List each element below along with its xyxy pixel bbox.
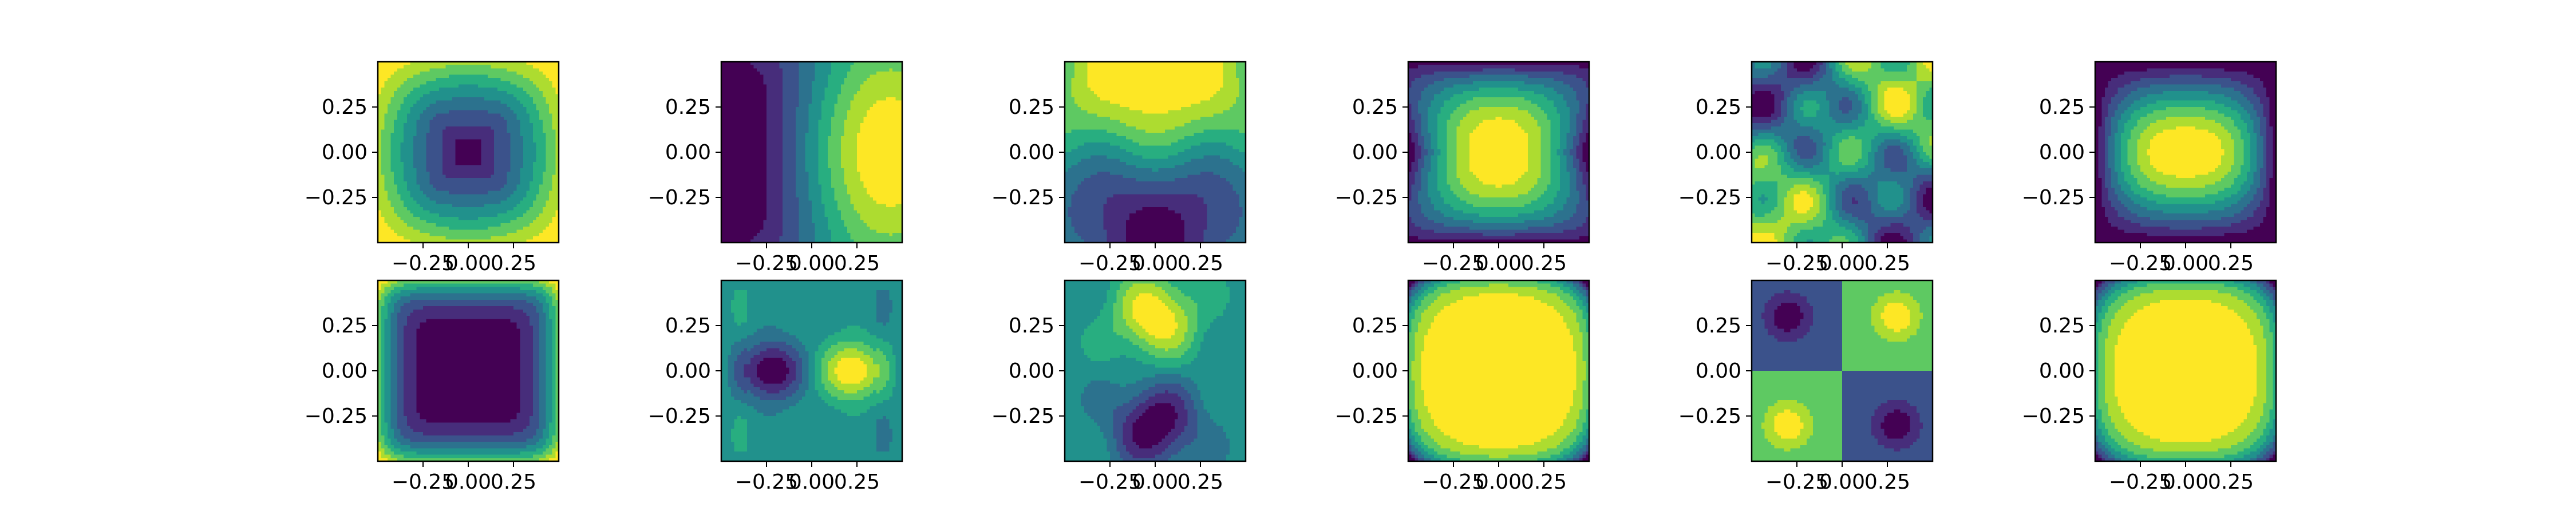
x-tick-label: 0.00 [1819, 470, 1865, 494]
y-tick-label: 0.00 [2039, 141, 2085, 164]
contour-field [1752, 280, 1933, 462]
x-tick-label: 0.00 [789, 470, 835, 494]
y-tick-label: 0.25 [1352, 314, 1398, 338]
x-tick-label: 0.25 [1178, 252, 1223, 275]
x-tick-label: 0.00 [445, 252, 491, 275]
x-tick-label: 0.00 [1132, 470, 1178, 494]
contour-field [1408, 62, 1590, 243]
y-tick-label: 0.00 [1009, 359, 1054, 383]
contour-field [721, 62, 903, 243]
y-tick-label: 0.25 [1009, 96, 1054, 119]
y-tick-label: 0.25 [1009, 314, 1054, 338]
y-tick-label: −0.25 [1335, 186, 1398, 209]
y-tick-label: 0.25 [322, 314, 368, 338]
y-tick-label: 0.25 [2039, 314, 2085, 338]
y-tick-label: −0.25 [991, 186, 1054, 209]
y-tick-label: 0.00 [1009, 141, 1054, 164]
contour-field [1065, 280, 1246, 462]
x-tick-label: 0.25 [2208, 252, 2254, 275]
y-tick-label: 0.00 [665, 359, 711, 383]
y-tick-label: 0.00 [322, 141, 368, 164]
x-tick-label: 0.00 [1132, 252, 1178, 275]
contour-field [378, 280, 559, 462]
y-tick-label: −0.25 [305, 405, 368, 428]
y-tick-label: −0.25 [1678, 186, 1741, 209]
y-tick-label: −0.25 [305, 186, 368, 209]
y-tick-label: 0.25 [1696, 96, 1741, 119]
y-tick-label: 0.25 [1352, 96, 1398, 119]
x-tick-label: 0.25 [834, 252, 880, 275]
y-tick-label: 0.00 [1352, 359, 1398, 383]
contour-field [1408, 280, 1590, 462]
y-tick-label: 0.00 [1696, 359, 1741, 383]
y-tick-label: 0.00 [322, 359, 368, 383]
contour-field [721, 280, 903, 462]
y-tick-label: 0.25 [322, 96, 368, 119]
y-tick-label: −0.25 [991, 405, 1054, 428]
y-tick-label: −0.25 [2022, 186, 2085, 209]
x-tick-label: 0.00 [1819, 252, 1865, 275]
x-tick-label: 0.25 [1864, 470, 1910, 494]
contour-field [1752, 62, 1933, 243]
x-tick-label: 0.25 [491, 252, 536, 275]
y-tick-label: 0.25 [1696, 314, 1741, 338]
contour-field [2095, 280, 2277, 462]
x-tick-label: 0.00 [1476, 252, 1522, 275]
x-tick-label: 0.25 [1178, 470, 1223, 494]
contour-field [1065, 62, 1246, 243]
y-tick-label: 0.00 [1352, 141, 1398, 164]
contour-field [378, 62, 559, 243]
x-tick-label: 0.25 [1521, 252, 1567, 275]
contour-field [2095, 62, 2277, 243]
x-tick-label: 0.25 [1864, 252, 1910, 275]
x-tick-label: 0.25 [834, 470, 880, 494]
y-tick-label: −0.25 [2022, 405, 2085, 428]
x-tick-label: 0.00 [2163, 470, 2208, 494]
y-tick-label: 0.25 [2039, 96, 2085, 119]
x-tick-label: 0.25 [2208, 470, 2254, 494]
x-tick-label: 0.00 [2163, 252, 2208, 275]
y-tick-label: −0.25 [648, 405, 711, 428]
y-tick-label: 0.00 [2039, 359, 2085, 383]
x-tick-label: 0.00 [789, 252, 835, 275]
y-tick-label: 0.00 [1696, 141, 1741, 164]
x-tick-label: 0.00 [1476, 470, 1522, 494]
x-tick-label: 0.25 [1521, 470, 1567, 494]
y-tick-label: 0.25 [665, 96, 711, 119]
y-tick-label: −0.25 [648, 186, 711, 209]
y-tick-label: 0.25 [665, 314, 711, 338]
y-tick-label: −0.25 [1678, 405, 1741, 428]
x-tick-label: 0.00 [445, 470, 491, 494]
y-tick-label: −0.25 [1335, 405, 1398, 428]
y-tick-label: 0.00 [665, 141, 711, 164]
x-tick-label: 0.25 [491, 470, 536, 494]
